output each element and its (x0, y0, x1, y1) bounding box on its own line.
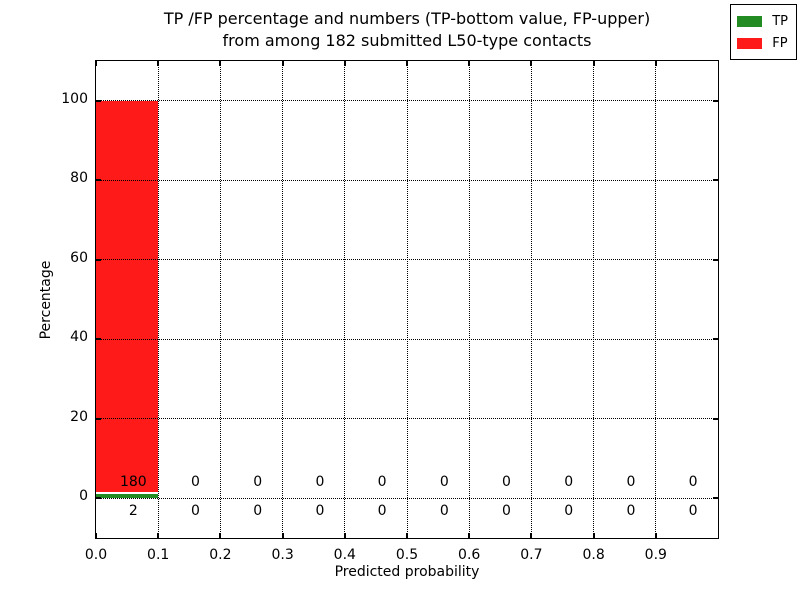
tp-count-label: 0 (315, 502, 325, 519)
v-gridline (593, 61, 595, 538)
x-tick-mark (281, 533, 284, 538)
x-tick-label: 0.7 (520, 547, 543, 563)
x-tick-mark (95, 533, 97, 538)
v-gridline (157, 61, 159, 538)
x-tick-label: 0.8 (582, 547, 605, 563)
chart-title-line2: from among 182 submitted L50-type contac… (222, 31, 592, 50)
x-tick-label: 0.3 (271, 547, 294, 563)
x-tick-mark (592, 533, 595, 538)
y-tick-label: 60 (70, 249, 88, 266)
tp-count-label: 0 (564, 502, 574, 519)
legend-row: FP (737, 32, 788, 54)
tp-count-label: 0 (377, 502, 387, 519)
v-gridline (406, 61, 408, 538)
y-tick-label: 20 (70, 408, 88, 425)
x-tick-label: 0.6 (458, 547, 481, 563)
x-tick-label: 0.4 (333, 547, 356, 563)
v-gridline (655, 61, 657, 538)
y-tick-mark (96, 99, 101, 102)
tp-count-label: 0 (688, 502, 698, 519)
y-tick-mark (96, 258, 101, 261)
x-tick-mark-top (219, 61, 222, 66)
tp-count-label: 2 (128, 502, 138, 519)
x-tick-mark (468, 533, 471, 538)
fp-count-label: 0 (439, 474, 449, 491)
y-tick-mark (96, 338, 101, 341)
fp-legend-swatch (737, 37, 763, 49)
x-tick-mark (157, 533, 160, 538)
x-tick-mark-top (654, 61, 657, 66)
y-axis-label: Percentage (38, 260, 54, 340)
legend-label: TP (772, 13, 788, 29)
y-tick-mark (96, 417, 101, 420)
fp-count-label: 0 (253, 474, 263, 491)
legend: TP FP (730, 4, 797, 60)
tp-count-label: 0 (502, 502, 511, 519)
tp-count-label: 0 (191, 502, 200, 519)
x-tick-label: 0.9 (644, 547, 667, 563)
tp-count-label: 0 (439, 502, 449, 519)
x-tick-mark-top (406, 61, 408, 66)
chart-title-line1: TP /FP percentage and numbers (TP-bottom… (163, 9, 651, 28)
v-gridline (468, 61, 470, 538)
y-tick-label: 40 (70, 329, 88, 346)
fp-count-label: 0 (315, 474, 325, 491)
x-tick-mark (406, 533, 408, 538)
y-tick-mark-right (713, 99, 718, 102)
plot-area: 0.0 0.1 0.2 0.3 0.4 0.5 0.6 0.7 0.8 0.9 0 20 40 60 80 1… (61, 60, 719, 563)
x-tick-mark (219, 533, 222, 538)
fp-count-label: 0 (191, 474, 200, 491)
y-tick-mark (96, 497, 101, 500)
fp-count-label: 0 (502, 474, 511, 491)
tp-bar (96, 493, 159, 499)
fp-count-label: 0 (626, 474, 636, 491)
fp-count-label: 0 (377, 474, 387, 491)
fp-count-label: 0 (564, 474, 574, 491)
x-tick-mark-top (530, 61, 533, 66)
x-tick-label: 0.1 (147, 547, 170, 563)
v-gridline (219, 61, 221, 538)
x-tick-mark-top (281, 61, 284, 66)
tp-count-label: 0 (253, 502, 263, 519)
fp-count-label: 180 (119, 474, 147, 491)
x-tick-mark (654, 533, 657, 538)
x-tick-label: 0.5 (395, 547, 419, 563)
x-tick-mark-top (95, 61, 97, 66)
y-tick-mark (96, 179, 101, 182)
legend-label: FP (772, 35, 788, 51)
tp-legend-swatch (737, 15, 763, 27)
x-axis-label: Predicted probability (334, 564, 480, 580)
x-tick-label: 0.2 (209, 547, 232, 563)
y-tick-label: 100 (61, 90, 88, 107)
y-tick-label: 0 (79, 488, 88, 505)
y-tick-mark-right (713, 417, 718, 420)
y-tick-mark-right (713, 179, 718, 182)
y-tick-mark-right (713, 497, 718, 500)
x-tick-mark-top (157, 61, 160, 66)
v-gridline (344, 61, 346, 538)
x-tick-mark (343, 533, 346, 538)
y-tick-mark-right (713, 338, 718, 341)
fp-bar (96, 100, 159, 494)
x-tick-mark (530, 533, 533, 538)
y-tick-mark-right (713, 258, 718, 261)
x-tick-mark-top (468, 61, 471, 66)
fp-count-label: 0 (688, 474, 698, 491)
x-tick-label: 0.0 (84, 547, 108, 563)
x-tick-mark-top (343, 61, 346, 66)
v-gridline (530, 61, 532, 538)
v-gridline (282, 61, 284, 538)
y-tick-label: 80 (70, 170, 88, 187)
x-tick-mark-top (592, 61, 595, 66)
chart-title: TP /FP percentage and numbers (TP-bottom… (96, 8, 718, 52)
tp-count-label: 0 (626, 502, 636, 519)
legend-row: TP (737, 10, 788, 32)
